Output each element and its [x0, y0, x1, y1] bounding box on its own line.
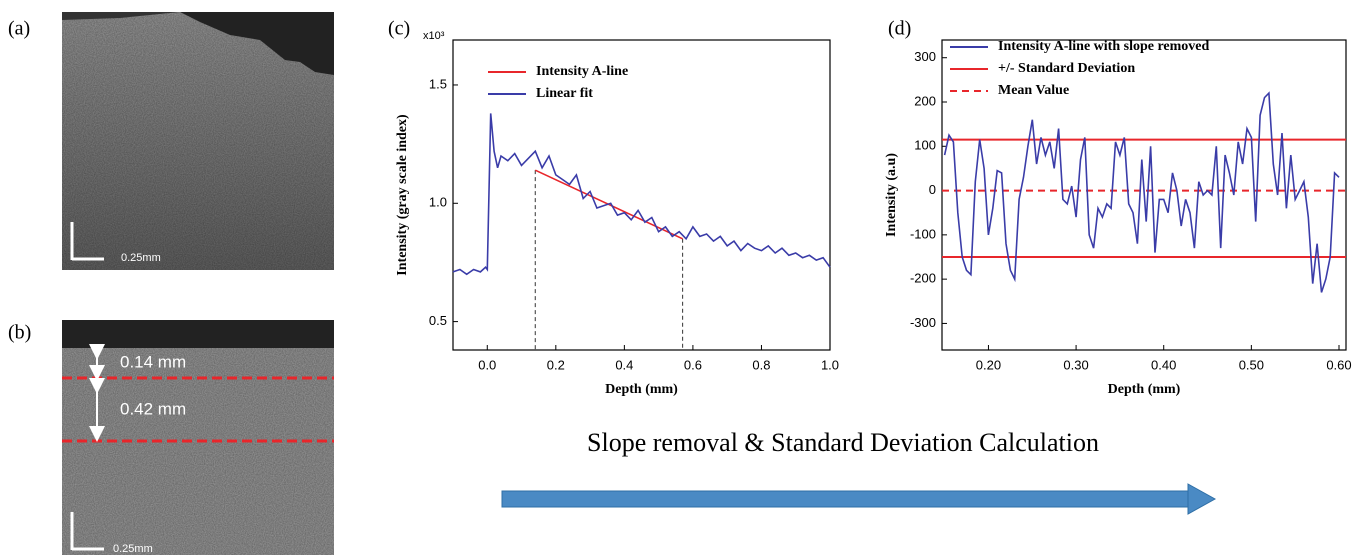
y-tick-label: 1.5 — [429, 76, 447, 91]
y-tick-label: -200 — [910, 271, 936, 286]
x-axis-title: Depth (mm) — [1108, 382, 1181, 397]
x-tick-label: 0.2 — [547, 357, 565, 372]
x-tick-label: 0.8 — [752, 357, 770, 372]
y-multiplier: x10³ — [423, 30, 445, 42]
x-tick-label: 0.60 — [1326, 357, 1351, 372]
plot-frame — [452, 39, 831, 351]
y-axis-title: Intensity (gray scale index) — [395, 114, 410, 276]
annotation: 0.42 mm — [120, 399, 186, 418]
y-tick-label: 200 — [914, 93, 936, 108]
panel-label: (c) — [388, 18, 410, 40]
x-tick-label: 0.40 — [1151, 357, 1176, 372]
y-tick-label: 100 — [914, 138, 936, 153]
panel-label: (b) — [8, 322, 31, 344]
legend-label: +/- Standard Deviation — [998, 61, 1135, 76]
oct-image — [62, 320, 334, 555]
legend-label: Mean Value — [998, 83, 1069, 98]
panel-label: (d) — [888, 18, 911, 40]
series-line — [943, 91, 1340, 293]
legend-label: Linear fit — [536, 86, 593, 101]
legend-label: Intensity A-line — [536, 64, 628, 79]
x-tick-label: 1.0 — [821, 357, 839, 372]
x-tick-label: 0.4 — [615, 357, 633, 372]
arrow — [501, 483, 1217, 515]
x-tick-label: 0.6 — [684, 357, 702, 372]
legend-label: Intensity A-line with slope removed — [998, 39, 1210, 54]
caption: Slope removal & Standard Deviation Calcu… — [587, 428, 1099, 457]
y-tick-label: 0 — [929, 182, 936, 197]
x-axis-title: Depth (mm) — [605, 382, 678, 397]
y-tick-label: -100 — [910, 226, 936, 241]
y-tick-label: -300 — [910, 315, 936, 330]
annotation: 0.14 mm — [120, 352, 186, 371]
x-tick-label: 0.50 — [1239, 357, 1264, 372]
y-tick-label: 0.5 — [429, 313, 447, 328]
y-tick-label: 1.0 — [429, 195, 447, 210]
x-tick-label: 0.0 — [478, 357, 496, 372]
panel-label: (a) — [8, 18, 30, 40]
y-axis-title: Intensity (a.u) — [884, 153, 899, 237]
plot-frame — [941, 39, 1347, 351]
oct-image — [62, 12, 334, 270]
x-tick-label: 0.30 — [1063, 357, 1088, 372]
y-tick-label: 300 — [914, 49, 936, 64]
x-tick-label: 0.20 — [976, 357, 1001, 372]
scale-label: 0.25mm — [113, 543, 153, 555]
series-line — [452, 113, 831, 276]
scale-label: 0.25mm — [121, 252, 161, 264]
